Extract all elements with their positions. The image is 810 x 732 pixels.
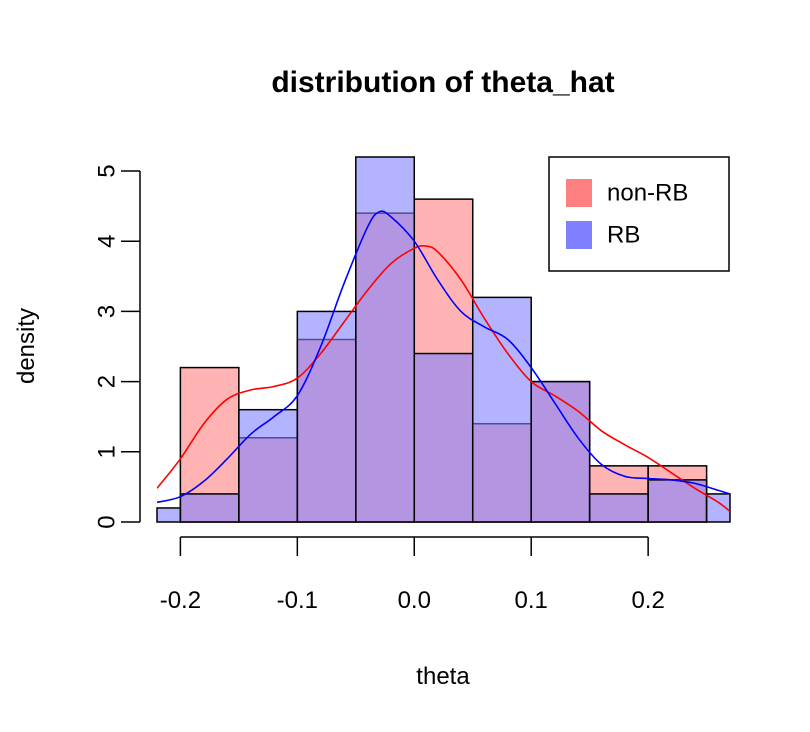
y-axis-title: density (13, 308, 40, 384)
x-tick-label: 0.0 (398, 587, 431, 614)
histogram-bars (156, 156, 731, 523)
histogram-bar (588, 493, 649, 523)
histogram-bar (471, 296, 532, 523)
axes: -0.2 -0.1 0.0 0.1 0.2 0 1 2 3 4 5 (94, 164, 665, 614)
x-tick-label: -0.1 (277, 587, 318, 614)
legend-swatch (566, 179, 592, 207)
legend: non-RB RB (548, 156, 730, 272)
x-tick-label: 0.2 (631, 587, 664, 614)
chart-title: distribution of theta_hat (271, 66, 614, 99)
histogram-bar (156, 507, 182, 523)
legend-box (548, 156, 730, 272)
histogram-bar (355, 156, 416, 523)
x-axis-title: theta (416, 663, 470, 690)
histogram-bar (296, 310, 357, 523)
density-curve-non-rb (157, 244, 730, 513)
legend-label: RB (607, 222, 640, 249)
density-curves (157, 210, 730, 513)
histogram-bar (647, 479, 708, 523)
y-tick-label: 4 (94, 235, 121, 248)
x-tick-label: -0.2 (160, 587, 201, 614)
legend-swatch (566, 221, 592, 249)
histogram-bar (179, 493, 240, 523)
histogram-bar (530, 380, 591, 523)
y-tick-label: 5 (94, 164, 121, 177)
histogram-bar (413, 352, 474, 523)
y-tick-label: 2 (94, 375, 121, 388)
y-tick-label: 1 (94, 445, 121, 458)
x-tick-label: 0.1 (515, 587, 548, 614)
histogram-bar (705, 493, 731, 523)
density-curve-rb (157, 210, 730, 504)
legend-label: non-RB (607, 180, 688, 207)
histogram-bar (238, 408, 299, 523)
y-tick-label: 3 (94, 305, 121, 318)
y-tick-label: 0 (94, 515, 121, 528)
